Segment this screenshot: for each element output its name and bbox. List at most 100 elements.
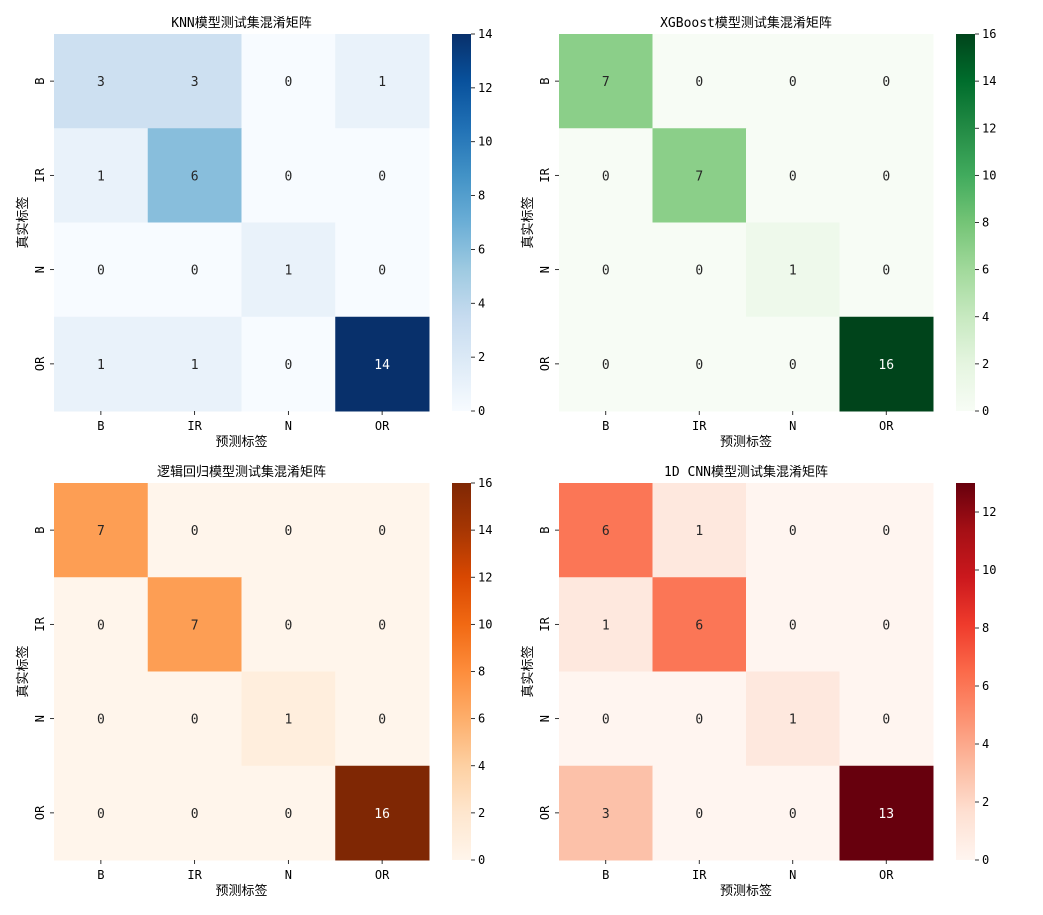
- heatmap-cell: [335, 222, 430, 318]
- cell-value-label: 0: [882, 75, 890, 90]
- heatmap-cell: [746, 222, 840, 318]
- colorbar-tick-label: 10: [982, 168, 996, 182]
- x-axis-label: 预测标签: [215, 883, 267, 899]
- heatmap-cell: [746, 316, 840, 412]
- x-tick-label: IR: [187, 868, 202, 882]
- colorbar-tick-label: 16: [478, 476, 492, 490]
- y-tick-label: N: [33, 266, 47, 273]
- colorbar-tick-label: 0: [982, 404, 989, 418]
- y-tick-label: OR: [538, 805, 552, 820]
- x-tick-label: OR: [375, 868, 390, 882]
- y-tick-label: N: [33, 715, 47, 722]
- colorbar-tick-label: 14: [478, 27, 492, 41]
- colorbar: [452, 483, 471, 860]
- cell-value-label: 0: [191, 524, 199, 539]
- cell-value-label: 0: [882, 524, 890, 539]
- heatmap-cell: [335, 765, 430, 861]
- cell-value-label: 0: [602, 713, 610, 728]
- heatmap-cell: [54, 128, 149, 223]
- heatmap-cell: [54, 34, 149, 129]
- heatmap-cell: [652, 316, 747, 412]
- heatmap-cell: [652, 128, 747, 223]
- cell-value-label: 0: [378, 169, 386, 184]
- cell-value-label: 0: [695, 807, 703, 822]
- colorbar: [956, 34, 975, 411]
- cell-value-label: 0: [284, 358, 292, 373]
- cell-value-label: 3: [191, 75, 199, 90]
- y-axis-label: 真实标签: [15, 196, 31, 248]
- heatmap-cell: [147, 316, 242, 412]
- colorbar-tick-label: 8: [478, 189, 485, 203]
- y-axis-label: 真实标签: [15, 645, 31, 697]
- y-tick-label: B: [538, 527, 552, 534]
- heatmap-cell: [147, 577, 242, 672]
- heatmap-cell: [241, 128, 336, 223]
- heatmap-cell: [559, 128, 653, 223]
- y-tick-label: N: [538, 266, 552, 273]
- heatmap-cell: [839, 671, 934, 767]
- colorbar-tick-label: 4: [982, 310, 989, 324]
- chart-title: 1D CNN模型测试集混淆矩阵: [664, 464, 828, 480]
- heatmap-cell: [241, 316, 336, 412]
- heatmap-cell: [839, 483, 934, 578]
- heatmap-cell: [652, 765, 747, 861]
- x-tick-label: N: [789, 868, 796, 882]
- chart-title: 逻辑回归模型测试集混淆矩阵: [157, 464, 326, 480]
- heatmap-cell: [335, 577, 430, 672]
- colorbar-tick-label: 10: [478, 617, 492, 631]
- x-tick-label: B: [602, 419, 609, 433]
- y-tick-label: B: [538, 78, 552, 85]
- x-tick-label: B: [97, 868, 104, 882]
- heatmap-cell: [839, 316, 934, 412]
- heatmap-cell: [241, 671, 336, 767]
- x-axis-label: 预测标签: [215, 434, 267, 450]
- heatmap-cell: [559, 34, 653, 129]
- colorbar-tick-label: 4: [982, 737, 989, 751]
- y-tick-label: IR: [538, 616, 552, 631]
- heatmap-cell: [241, 483, 336, 578]
- colorbar-tick-label: 12: [478, 570, 492, 584]
- heatmap-cell: [652, 577, 747, 672]
- cell-value-label: 0: [789, 618, 797, 633]
- colorbar-tick-label: 10: [478, 135, 492, 149]
- heatmap-cell: [746, 577, 840, 672]
- cell-value-label: 0: [602, 264, 610, 279]
- heatmap-cell: [559, 765, 653, 861]
- y-tick-label: IR: [33, 616, 47, 631]
- cell-value-label: 1: [97, 169, 105, 184]
- cell-value-label: 0: [695, 713, 703, 728]
- cell-value-label: 0: [789, 807, 797, 822]
- heatmap-cell: [652, 34, 747, 129]
- colorbar-tick-label: 2: [478, 806, 485, 820]
- heatmap-cell: [335, 671, 430, 767]
- y-tick-label: B: [33, 78, 47, 85]
- cell-value-label: 1: [97, 358, 105, 373]
- colorbar-tick-label: 14: [982, 74, 996, 88]
- heatmap-cell: [839, 222, 934, 318]
- heatmap-cell: [54, 577, 149, 672]
- chart-title: KNN模型测试集混淆矩阵: [171, 15, 311, 31]
- heatmap-cell: [54, 483, 149, 578]
- heatmap-cell: [241, 34, 336, 129]
- cell-value-label: 0: [191, 264, 199, 279]
- y-tick-label: B: [33, 527, 47, 534]
- x-tick-label: OR: [879, 419, 894, 433]
- x-tick-label: N: [789, 419, 796, 433]
- heatmap-cell: [241, 222, 336, 318]
- y-tick-label: OR: [538, 356, 552, 371]
- heatmap-cell: [559, 316, 653, 412]
- cell-value-label: 0: [789, 169, 797, 184]
- cell-value-label: 16: [374, 807, 390, 822]
- cell-value-label: 0: [284, 807, 292, 822]
- y-axis-label: 真实标签: [520, 196, 536, 248]
- cell-value-label: 0: [378, 618, 386, 633]
- heatmap-cell: [241, 765, 336, 861]
- y-axis-label: 真实标签: [520, 645, 536, 697]
- chart-title: XGBoost模型测试集混淆矩阵: [660, 15, 832, 31]
- x-tick-label: IR: [692, 419, 707, 433]
- heatmap-cell: [746, 765, 840, 861]
